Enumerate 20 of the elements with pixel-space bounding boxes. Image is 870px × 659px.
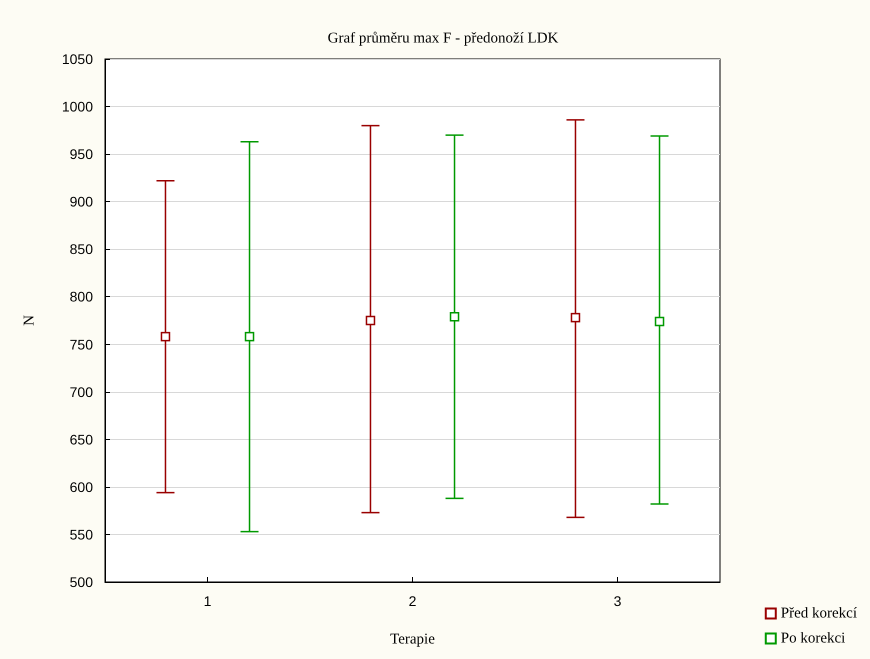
x-tick-label: 2 [408, 593, 417, 609]
x-axis-title: Terapie [390, 632, 436, 648]
y-tick-label: 850 [70, 241, 94, 258]
y-tick-label: 1050 [62, 51, 94, 67]
y-tick-label: 550 [70, 526, 94, 542]
x-tick-label: 3 [614, 593, 622, 609]
y-tick-label: 700 [70, 384, 94, 400]
chart-title: Graf průměru max F - předonoží LDK [328, 30, 559, 46]
y-tick-label: 750 [70, 336, 94, 352]
y-axis-title: N [22, 314, 38, 326]
legend-label: Před korekcí [780, 606, 858, 622]
legend-label: Po korekci [780, 630, 846, 646]
y-tick-label: 650 [70, 431, 94, 448]
x-tick-label: 1 [204, 593, 212, 609]
y-tick-label: 800 [70, 288, 94, 305]
y-tick-label: 900 [70, 194, 94, 210]
y-tick-label: 1000 [62, 98, 94, 115]
y-tick-label: 950 [70, 146, 94, 162]
y-tick-label: 600 [70, 478, 94, 495]
y-tick-label: 500 [70, 574, 94, 590]
